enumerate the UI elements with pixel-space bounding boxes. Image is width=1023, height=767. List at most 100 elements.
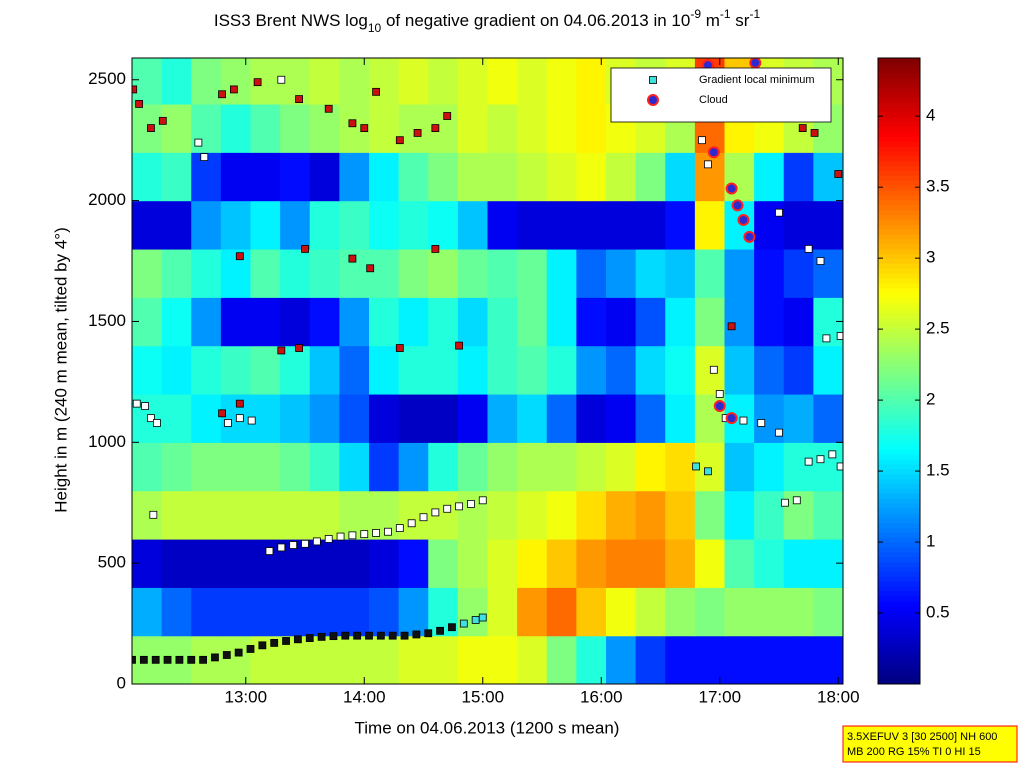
heat-cell: [457, 152, 489, 202]
minimum-marker: [152, 419, 161, 427]
minimum-marker: [218, 409, 226, 418]
heat-cell: [635, 200, 666, 250]
heat-cell: [546, 538, 577, 588]
heat-cell: [132, 248, 163, 298]
heat-cell: [754, 490, 785, 540]
heat-cell: [546, 442, 577, 492]
colorbar-step: [878, 209, 920, 215]
minimum-marker: [187, 655, 196, 664]
minimum-marker: [781, 498, 789, 507]
colorbar-step: [878, 258, 920, 264]
cloud-marker: [707, 146, 720, 159]
heat-cell: [694, 152, 726, 202]
colorbar-step: [878, 610, 920, 617]
heat-cell: [813, 635, 843, 684]
heat-cell: [220, 587, 252, 637]
heat-cell: [369, 248, 400, 298]
heat-cell: [783, 248, 814, 298]
x-tick-label: 15:00: [461, 687, 504, 706]
heat-cell: [220, 152, 252, 202]
colorbar-step: [878, 527, 920, 533]
colorbar-step: [878, 615, 920, 621]
colorbar-step: [878, 674, 920, 680]
colorbar-step: [878, 571, 920, 577]
heat-cell: [754, 297, 785, 347]
minimum-marker: [459, 619, 468, 628]
minimum-marker: [336, 532, 345, 541]
minimum-marker: [218, 90, 226, 99]
colorbar-step: [878, 605, 920, 612]
y-tick-label: 1000: [88, 432, 126, 451]
colorbar-tick-label: 0.5: [926, 603, 950, 622]
heat-cell: [280, 152, 311, 202]
heat-cell: [606, 442, 637, 492]
heat-cell: [606, 490, 637, 540]
heat-cell: [546, 345, 577, 395]
minimum-marker: [692, 462, 700, 471]
colorbar-step: [878, 424, 920, 431]
minimum-marker: [467, 500, 475, 508]
minimum-marker: [739, 416, 748, 425]
heat-cell: [576, 490, 607, 540]
heat-cell: [398, 248, 429, 298]
minimum-marker: [478, 496, 487, 505]
heat-cell: [724, 345, 755, 395]
heat-cell: [250, 248, 281, 298]
heat-cell: [783, 635, 814, 684]
colorbar-step: [878, 87, 920, 93]
heat-cell: [754, 200, 785, 250]
minimum-marker: [775, 428, 783, 437]
heat-cell: [665, 345, 696, 395]
colorbar-tick-label: 1: [926, 532, 935, 551]
colorbar-step: [878, 292, 920, 299]
heat-cell: [339, 297, 370, 347]
minimum-marker: [265, 547, 274, 555]
colorbar-step: [878, 248, 920, 255]
colorbar-step: [878, 322, 920, 328]
heat-cell: [309, 490, 340, 540]
minimum-marker: [163, 655, 172, 664]
heat-cell: [457, 103, 489, 153]
colorbar-step: [878, 331, 920, 338]
colorbar-tick-label: 3: [926, 248, 935, 267]
colorbar-step: [878, 190, 920, 196]
heat-cell: [665, 393, 696, 443]
heat-cell: [665, 200, 696, 250]
heat-cell: [665, 538, 696, 588]
heat-cell: [754, 248, 785, 298]
minimum-marker: [341, 631, 350, 640]
chart-title: ISS3 Brent NWS log10 of negative gradien…: [214, 7, 761, 35]
heat-cell: [398, 200, 429, 250]
colorbar-step: [878, 586, 920, 592]
heat-cell: [191, 393, 222, 443]
colorbar-step: [878, 346, 920, 352]
colorbar-step: [878, 532, 920, 538]
heat-cell: [132, 152, 163, 202]
heat-cell: [724, 442, 755, 492]
colorbar-step: [878, 410, 920, 416]
heat-cell: [339, 393, 370, 443]
heat-cell: [457, 200, 489, 250]
heat-cell: [191, 442, 222, 492]
title-part: -1: [720, 7, 731, 21]
heat-cell: [250, 490, 281, 540]
heat-cell: [309, 200, 340, 250]
minimum-marker: [360, 530, 369, 539]
heat-cell: [783, 152, 814, 202]
heat-cell: [487, 490, 518, 540]
colorbar-step: [878, 361, 920, 367]
heat-cell: [369, 200, 400, 250]
minimum-marker: [141, 402, 149, 410]
heat-cell: [220, 538, 252, 588]
heat-cell: [369, 442, 400, 492]
colorbar-step: [878, 106, 920, 113]
heat-cell: [250, 200, 281, 250]
heat-cell: [161, 538, 192, 588]
minimum-marker: [419, 513, 428, 522]
colorbar-step: [878, 155, 920, 162]
minimum-marker: [436, 626, 445, 635]
colorbar-step: [878, 669, 920, 675]
heat-cell: [220, 103, 252, 153]
heat-cell: [398, 538, 429, 588]
colorbar-step: [878, 654, 920, 661]
